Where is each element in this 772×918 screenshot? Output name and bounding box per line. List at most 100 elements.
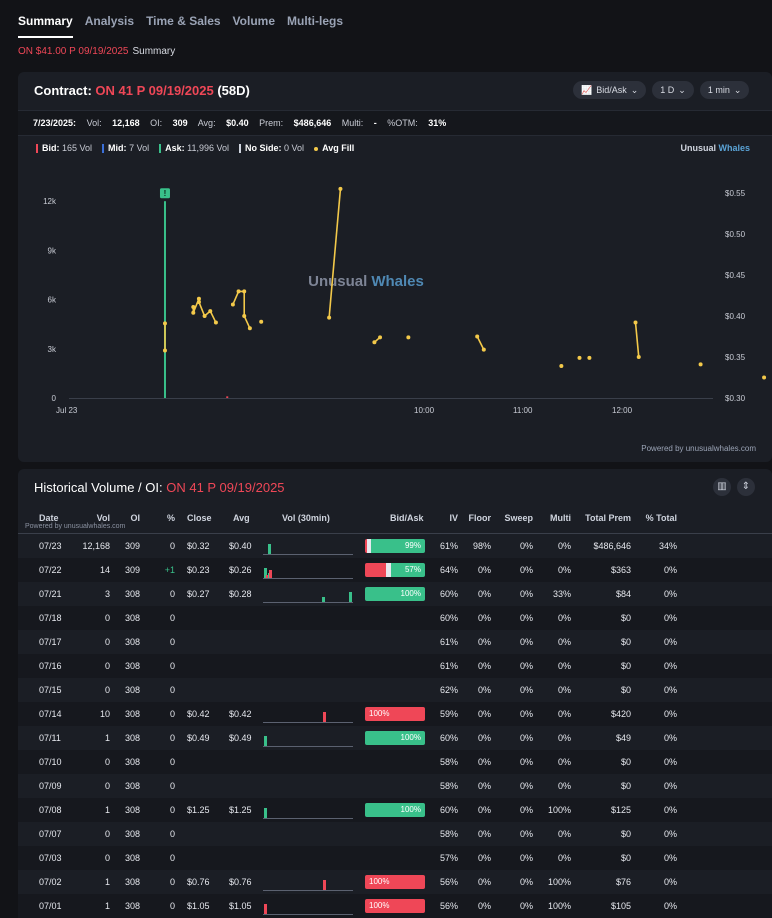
cell-iv: 58%: [439, 829, 458, 839]
cell-vol: 1: [104, 733, 110, 743]
cell-total-prem: $0: [620, 637, 631, 647]
bid-ask-dropdown[interactable]: 📈 Bid/Ask ⌄: [573, 81, 647, 99]
cell-sweep: 0%: [519, 685, 533, 695]
table-row[interactable]: 07/11 1 308 0 $0.49 $0.49 100% 60% 0% 0% 0% $49 0%: [18, 726, 772, 750]
stats-multi: -: [373, 118, 377, 128]
cell-iv: 60%: [439, 805, 458, 815]
cell-oi: 308: [124, 901, 140, 911]
col-vol-30[interactable]: Vol (30min): [282, 513, 330, 523]
table-row[interactable]: 07/08 1 308 0 $1.25 $1.25 100% 60% 0% 0% 100% $125 0…: [18, 798, 772, 822]
cell-vol: 0: [104, 853, 110, 863]
col-floor[interactable]: Floor: [468, 513, 492, 523]
breadcrumb-contract[interactable]: ON $41.00 P 09/19/2025: [18, 46, 129, 57]
cell-floor: 0%: [477, 781, 491, 791]
bid-ask-segment-ask: [365, 587, 425, 601]
cell-vol: 0: [104, 757, 110, 767]
interval-dropdown[interactable]: 1 min ⌄: [699, 81, 750, 99]
legend-mid[interactable]: Mid: 7 Vol: [102, 143, 149, 154]
cell-oi: 308: [124, 853, 140, 863]
cell-sweep: 0%: [519, 805, 533, 815]
x-tick-label: Jul 23: [56, 406, 78, 415]
cell-floor: 0%: [477, 589, 491, 599]
cell-date: 07/10: [39, 757, 62, 767]
col-pct-total[interactable]: % Total: [645, 513, 677, 523]
cell-total-prem: $125: [610, 805, 631, 815]
cell-pct-total: 0%: [663, 781, 677, 791]
col-sweep[interactable]: Sweep: [504, 513, 533, 523]
table-row[interactable]: 07/21 3 308 0 $0.27 $0.28 100% 60% 0% 0% 33% $84 0%: [18, 582, 772, 606]
table-row[interactable]: 07/03 0 308 0 57% 0% 0% 0% $0 0%: [18, 846, 772, 870]
table-row[interactable]: 07/09 0 308 0 58% 0% 0% 0% $0 0%: [18, 774, 772, 798]
table-row[interactable]: 07/17 0 308 0 61% 0% 0% 0% $0 0%: [18, 630, 772, 654]
history-title: Historical Volume / OI: ON 41 P 09/19/20…: [34, 480, 285, 495]
cell-multi: 0%: [557, 685, 571, 695]
legend-avg-fill[interactable]: Avg Fill: [314, 143, 354, 153]
legend-no-side[interactable]: No Side: 0 Vol: [239, 143, 304, 154]
cell-pct-total: 0%: [663, 877, 677, 887]
avg-fill-point: [242, 289, 247, 294]
table-row[interactable]: 07/02 1 308 0 $0.76 $0.76 100% 56% 0% 0% 100% $76 0%: [18, 870, 772, 894]
col-multi[interactable]: Multi: [550, 513, 571, 523]
table-row[interactable]: 07/23 12,168 309 0 $0.32 $0.40 99% 61% 98% 0% 0% $4…: [18, 534, 772, 558]
col-oi[interactable]: OI: [130, 513, 140, 523]
table-row[interactable]: 07/01 1 308 0 $1.05 $1.05 100% 56% 0% 0% 100% $105 0…: [18, 894, 772, 918]
stats-vol-label: Vol:: [86, 118, 102, 128]
col-total-prem[interactable]: Total Prem: [585, 513, 631, 523]
bid-ask-label: 57%: [404, 565, 421, 574]
table-row[interactable]: 07/22 14 309 +1 $0.23 $0.26 57% 64% 0% 0% 0% $363 0%: [18, 558, 772, 582]
legend-ask[interactable]: Ask: 11,996 Vol: [159, 143, 229, 154]
cell-avg: $0.26: [229, 565, 252, 575]
col-date[interactable]: Date: [39, 513, 59, 523]
stats-avg-label: Avg:: [197, 118, 216, 128]
volume-sparkline: [263, 730, 353, 747]
table-row[interactable]: 07/16 0 308 0 61% 0% 0% 0% $0 0%: [18, 654, 772, 678]
cell-oi-change: 0: [169, 589, 175, 599]
table-row[interactable]: 07/10 0 308 0 58% 0% 0% 0% $0 0%: [18, 750, 772, 774]
columns-icon[interactable]: ▥: [713, 478, 731, 496]
cell-pct-total: 0%: [663, 613, 677, 623]
cell-oi: 308: [124, 877, 140, 887]
bid-ask-label: 100%: [369, 877, 390, 886]
col-pct[interactable]: %: [166, 513, 175, 523]
chart-controls: 📈 Bid/Ask ⌄ 1 D ⌄ 1 min ⌄: [573, 81, 750, 99]
cell-oi: 308: [124, 685, 140, 695]
col-vol[interactable]: Vol: [96, 513, 110, 523]
col-iv[interactable]: IV: [449, 513, 458, 523]
cell-floor: 0%: [477, 709, 491, 719]
col-bid-ask[interactable]: Bid/Ask: [390, 513, 424, 523]
table-row[interactable]: 07/15 0 308 0 62% 0% 0% 0% $0 0%: [18, 678, 772, 702]
table-row[interactable]: 07/14 10 308 0 $0.42 $0.42 100% 59% 0% 0% 0% $420 0%: [18, 702, 772, 726]
tab-summary[interactable]: Summary: [18, 14, 73, 38]
cell-total-prem: $0: [620, 685, 631, 695]
cell-oi-change: 0: [169, 541, 175, 551]
cell-floor: 98%: [472, 541, 491, 551]
table-row[interactable]: 07/07 0 308 0 58% 0% 0% 0% $0 0%: [18, 822, 772, 846]
col-close[interactable]: Close: [187, 513, 212, 523]
cell-floor: 0%: [477, 637, 491, 647]
interval-label: 1 min: [707, 85, 730, 95]
cell-vol: 12,168: [82, 541, 110, 551]
sparkline-bar: [349, 592, 352, 602]
sparkline-bar: [264, 904, 267, 914]
cell-date: 07/08: [39, 805, 62, 815]
table-row[interactable]: 07/18 0 308 0 60% 0% 0% 0% $0 0%: [18, 606, 772, 630]
range-dropdown[interactable]: 1 D ⌄: [652, 81, 694, 99]
avg-fill-point: [559, 364, 564, 369]
cell-floor: 0%: [477, 613, 491, 623]
col-avg[interactable]: Avg: [233, 513, 250, 523]
cell-total-prem: $0: [620, 661, 631, 671]
left-tick-label: 12k: [43, 197, 57, 206]
tab-volume[interactable]: Volume: [232, 14, 275, 28]
cell-floor: 0%: [477, 829, 491, 839]
cell-pct-total: 0%: [663, 709, 677, 719]
tab-time-sales[interactable]: Time & Sales: [146, 14, 221, 28]
expand-icon[interactable]: ⇕: [737, 478, 755, 496]
tab-analysis[interactable]: Analysis: [84, 14, 135, 28]
bid-ask-label: 100%: [400, 805, 421, 814]
cell-sweep: 0%: [519, 781, 533, 791]
tab-multi-legs[interactable]: Multi-legs: [287, 14, 343, 28]
cell-iv: 60%: [439, 733, 458, 743]
cell-date: 07/15: [39, 685, 62, 695]
legend-bid[interactable]: Bid: 165 Vol: [36, 143, 92, 154]
